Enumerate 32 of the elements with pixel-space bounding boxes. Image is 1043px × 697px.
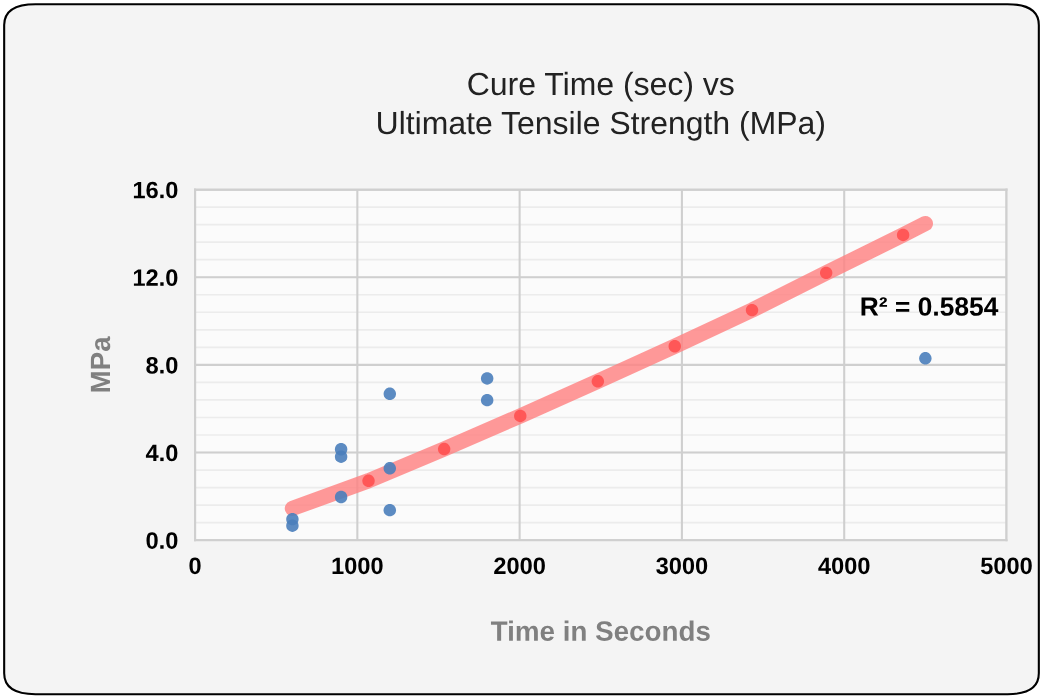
y-tick-label: 4.0: [145, 444, 178, 462]
point: [480, 372, 494, 385]
annotation: R² = 0.5854: [861, 297, 999, 316]
chart-title: Cure Time (sec) vs Ultimate Tensile Strength (MPa): [378, 71, 824, 141]
y-axis-title: MPa: [90, 336, 111, 392]
point: [896, 228, 910, 242]
point: [480, 393, 494, 407]
x-axis-title: Time in Seconds: [490, 620, 710, 641]
y-tick-label: 12.0: [133, 269, 178, 287]
point: [819, 266, 833, 280]
x-tick-label: 0: [189, 557, 201, 575]
y-tick-label: 0.0: [146, 532, 178, 549]
point: [334, 490, 348, 504]
point: [745, 303, 759, 317]
point: [437, 442, 451, 456]
x-tick-label: 2000: [494, 557, 545, 575]
x-tick-label: 5000: [980, 557, 1032, 575]
x-tick-label: 4000: [818, 557, 870, 575]
y-tick-label: 8.0: [146, 356, 178, 374]
point: [514, 409, 527, 423]
point: [919, 352, 932, 365]
point: [286, 512, 299, 526]
point: [362, 474, 375, 487]
x-tick-label: 1000: [332, 557, 383, 575]
point: [668, 340, 681, 353]
x-tick-label: 3000: [656, 557, 708, 575]
point: [334, 450, 348, 463]
point: [383, 387, 396, 401]
point: [383, 462, 396, 475]
point: [383, 503, 396, 517]
point: [591, 375, 605, 388]
y-tick-label: 16.0: [133, 181, 178, 199]
